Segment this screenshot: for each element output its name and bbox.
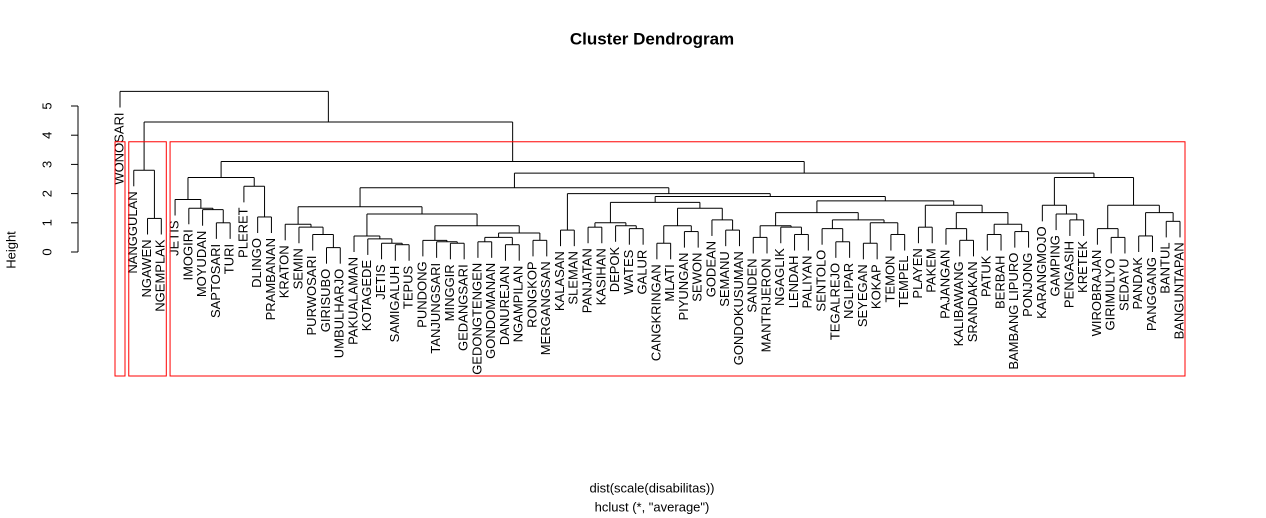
- leaf-label: SEWON: [690, 253, 705, 302]
- leaf-label: NGLIPAR: [841, 263, 856, 319]
- leaf-label: BANGUNTAPAN: [1171, 242, 1186, 339]
- cluster-box: [114, 141, 126, 377]
- leaf-label: PANGGANG: [1144, 257, 1159, 331]
- leaf-label: TURI: [222, 244, 237, 274]
- leaf-label: MOYUDAN: [194, 231, 209, 297]
- leaf-label: SEYEGAN: [855, 264, 870, 327]
- leaf-label: WIROBRAJAN: [1089, 250, 1104, 337]
- leaf-label: SEMIN: [290, 248, 305, 289]
- y-axis-label: Height: [3, 231, 18, 269]
- leaf-label: JETIS: [167, 220, 182, 256]
- leaf-label: GONDOMANAN: [483, 263, 498, 359]
- leaf-label: RONGKOP: [524, 261, 539, 327]
- x-axis-label: dist(scale(disabilitas)): [590, 480, 715, 495]
- leaf-label: SLEMAN: [566, 251, 581, 304]
- leaf-label: WONOSARI: [111, 112, 126, 184]
- leaf-label: BAMBANG LIPURO: [1006, 253, 1021, 370]
- leaf-label: TEMON: [882, 256, 897, 303]
- leaf-label: PONJONG: [1020, 253, 1035, 317]
- leaf-label: UMBULHARJO: [332, 269, 347, 359]
- leaf-label: MINGGIR: [442, 264, 457, 321]
- leaf-label: SRANDAKAN: [965, 261, 980, 342]
- leaf-label: GIRIMULYO: [1103, 258, 1118, 330]
- leaf-label: KOTAGEDE: [359, 260, 374, 332]
- chart-title: Cluster Dendrogram: [570, 29, 734, 48]
- leaf-label: KALIBAWANG: [951, 261, 966, 346]
- leaf-label: JETIS: [373, 264, 388, 300]
- leaf-label: TEPUS: [401, 265, 416, 309]
- leaf-label: PIYUNGAN: [676, 253, 691, 321]
- leaf-label: GODEAN: [703, 241, 718, 297]
- leaf-label: TEMPEL: [896, 256, 911, 308]
- leaf-label: PAKUALAMAN: [345, 257, 360, 345]
- leaf-label: KARANGMOJO: [1034, 226, 1049, 318]
- leaf-label: CANGKRINGAN: [648, 264, 663, 361]
- leaf-label: KRETEK: [1075, 241, 1090, 293]
- leaf-label: GEDONGTENGEN: [469, 263, 484, 375]
- leaf-label: NGAWEN: [139, 239, 154, 297]
- leaf-label: PANDAK: [1130, 257, 1145, 310]
- leaf-label: NGAGLIK: [772, 248, 787, 306]
- leaf-label: IMOGIRI: [180, 229, 195, 280]
- y-tick-label: 3: [39, 161, 54, 168]
- leaf-label: GALUR: [635, 250, 650, 295]
- leaf-label: NGAMPILAN: [511, 266, 526, 343]
- leaf-label: PRAMBANAN: [263, 238, 278, 320]
- leaf-label: GAMPING: [1048, 235, 1063, 296]
- leaf-label: NANGGULAN: [125, 191, 140, 273]
- leaf-label: SEDAYU: [1116, 258, 1131, 311]
- leaf-label: WATES: [621, 249, 636, 294]
- cluster-box: [128, 141, 167, 377]
- leaf-label: PURWOSARI: [304, 256, 319, 336]
- leaf-label: PAKEM: [924, 248, 939, 293]
- leaf-label: SENTOLO: [814, 250, 829, 312]
- leaf-label: KOKAP: [869, 264, 884, 309]
- y-tick-label: 4: [39, 132, 54, 139]
- leaf-label: LENDAH: [786, 256, 801, 309]
- leaf-label: BANTUL: [1158, 242, 1173, 293]
- leaf-label: PAJANGAN: [937, 250, 952, 319]
- cluster-box: [169, 141, 1186, 377]
- leaf-label: KALASAN: [552, 251, 567, 311]
- leaf-label: BERBAH: [992, 256, 1007, 309]
- leaf-label: PUNDONG: [414, 261, 429, 327]
- leaf-label: PALIYAN: [800, 256, 815, 309]
- leaf-label: MERGANGSAN: [538, 261, 553, 355]
- leaf-label: KASIHAN: [593, 248, 608, 305]
- leaf-label: PANJATAN: [579, 248, 594, 313]
- leaf-label: GIRISUBO: [318, 269, 333, 333]
- leaf-label: KRATON: [277, 245, 292, 298]
- leaf-label: PLERET: [235, 207, 250, 258]
- leaf-label: SAPTOSARI: [208, 244, 223, 318]
- leaf-label: DANUREJAN: [497, 266, 512, 345]
- subtitle: hclust (*, "average"): [595, 499, 710, 514]
- y-tick-label: 5: [39, 102, 54, 109]
- leaf-label: SAMIGALUH: [387, 266, 402, 343]
- leaf-label: MLATI: [662, 264, 677, 301]
- y-tick-label: 1: [39, 219, 54, 226]
- y-tick-label: 2: [39, 190, 54, 197]
- leaf-label: GONDOKUSUMAN: [731, 251, 746, 365]
- leaf-label: MANTRIJERON: [758, 258, 773, 352]
- y-tick-label: 0: [39, 248, 54, 255]
- leaf-label: PENGASIH: [1061, 241, 1076, 308]
- leaf-label: GEDANGSARI: [456, 264, 471, 351]
- leaf-label: SEMANU: [717, 251, 732, 307]
- leaf-label: NGEMPLAK: [153, 239, 168, 312]
- leaf-label: PATUK: [979, 255, 994, 297]
- leaf-label: PLAYEN: [910, 248, 925, 298]
- leaf-label: TEGALREJO: [827, 263, 842, 340]
- leaf-label: DLINGO: [249, 238, 264, 288]
- leaf-label: TANJUNGSARI: [428, 263, 443, 354]
- leaf-label: DEPOK: [607, 246, 622, 292]
- leaf-label: SANDEN: [745, 258, 760, 312]
